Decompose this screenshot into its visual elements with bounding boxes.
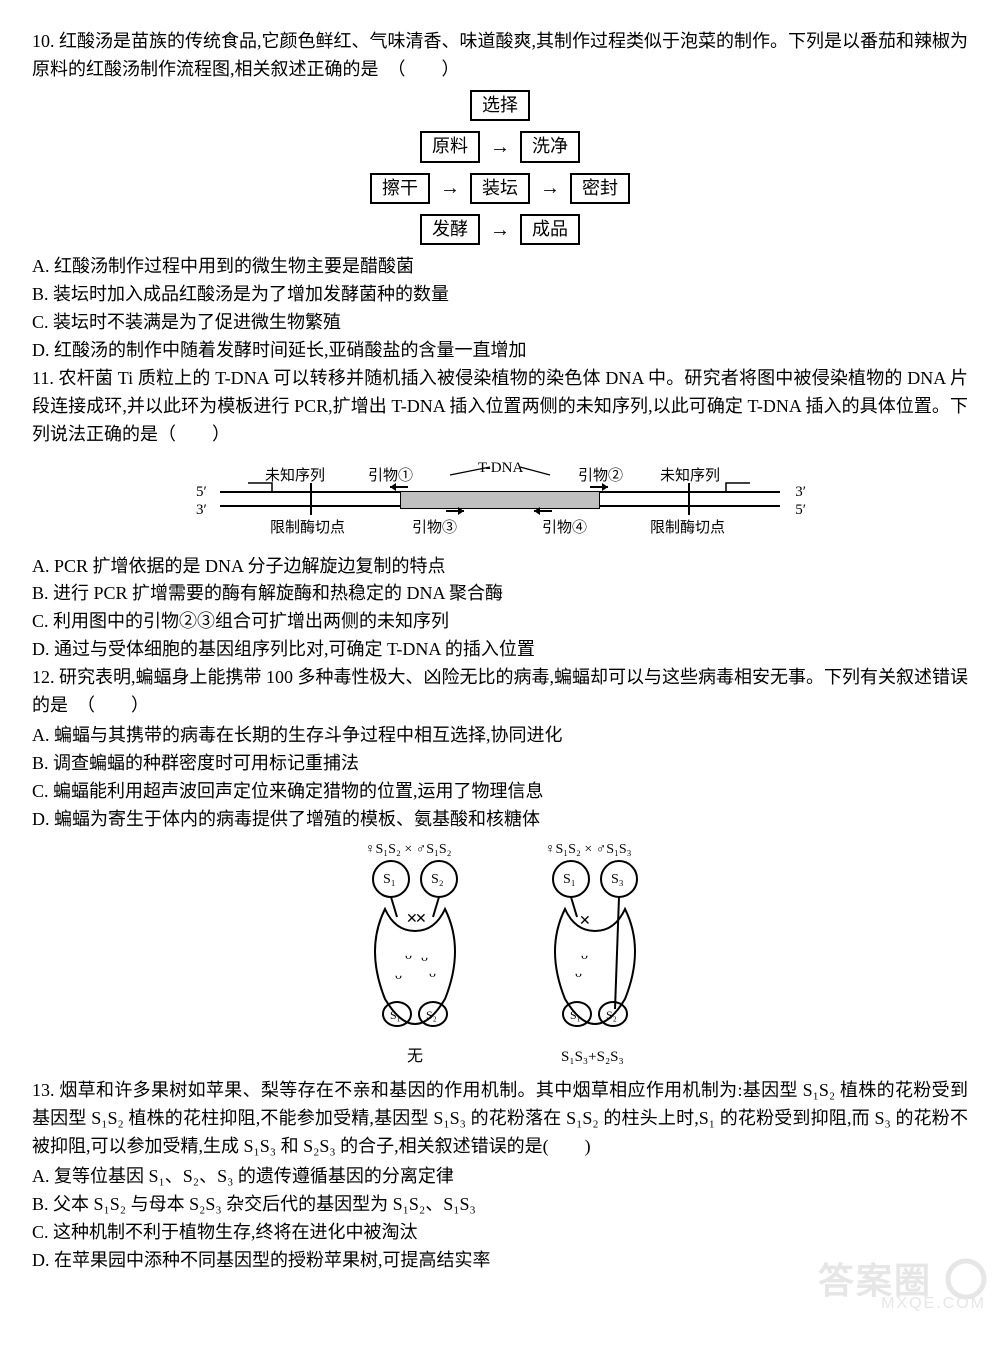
q13-option-a: A. 复等位基因 S₁、S₂、S₃ 的遗传遵循基因的分离定律	[32, 1163, 968, 1191]
label-cross-right: ♀S₁S₂ × ♂S₁S₃	[545, 842, 632, 857]
flow-box-dry: 擦干	[370, 173, 430, 204]
label-s1: S₁	[570, 1008, 581, 1022]
label-cross-left: ♀S₁S₂ × ♂S₁S₂	[365, 842, 452, 857]
svg-text:✕: ✕	[415, 912, 427, 927]
label-s2: S₂	[426, 1008, 437, 1022]
arrow-icon: →	[490, 220, 510, 240]
watermark-sub: MXQE.COM	[881, 1292, 986, 1317]
svg-text:ᴗ: ᴗ	[395, 968, 402, 983]
q11-dna-diagram: 5′ 3′ 3′ 5′ 未知序列 引物① T-DNA 引物② 未知序列 限制酶切…	[190, 455, 810, 545]
q13-stem: 13. 烟草和许多果树如苹果、梨等存在不亲和基因的作用机制。其中烟草相应作用机制…	[32, 1077, 968, 1161]
label-s3: S₃	[611, 872, 624, 887]
primer-arrows	[190, 455, 810, 545]
svg-text:ᴗ: ᴗ	[421, 950, 428, 965]
q10-flowchart: 选择 原料 → 洗净 擦干 → 装坛 → 密封 发酵 → 成品	[370, 90, 630, 246]
q12-option-d: D. 蝙蝠为寄生于体内的病毒提供了增殖的模板、氨基酸和核糖体	[32, 806, 968, 834]
q10-option-d: D. 红酸汤的制作中随着发酵时间延长,亚硝酸盐的含量一直增加	[32, 337, 968, 365]
q10-option-b: B. 装坛时加入成品红酸汤是为了增加发酵菌种的数量	[32, 281, 968, 309]
label-s1: S₁	[383, 872, 396, 887]
arrow-icon: →	[490, 137, 510, 157]
q11-option-a: A. PCR 扩增依据的是 DNA 分子边解旋边复制的特点	[32, 553, 968, 581]
arrow-icon: →	[440, 178, 460, 198]
q13-figure: ♀S₁S₂ × ♂S₁S₂ S₁ S₂ ✕ ✕ ᴗ ᴗ ᴗ ᴗ	[32, 839, 968, 1069]
q12-stem: 12. 研究表明,蝙蝠身上能携带 100 多种毒性极大、凶险无比的病毒,蝙蝠却可…	[32, 664, 968, 720]
q10-stem: 10. 红酸汤是苗族的传统食品,它颜色鲜红、气味清香、味道酸爽,其制作过程类似于…	[32, 28, 968, 84]
flow-box-wash: 洗净	[520, 131, 580, 162]
q10-option-c: C. 装坛时不装满是为了促进微生物繁殖	[32, 309, 968, 337]
q12-option-a: A. 蝙蝠与其携带的病毒在长期的生存斗争过程中相互选择,协同进化	[32, 722, 968, 750]
q13-option-b: B. 父本 S₁S₂ 与母本 S₂S₃ 杂交后代的基因型为 S₁S₂、S₁S₃	[32, 1191, 968, 1219]
svg-text:ᴗ: ᴗ	[581, 948, 588, 963]
svg-text:ᴗ: ᴗ	[405, 948, 412, 963]
q11-stem: 11. 农杆菌 Ti 质粒上的 T-DNA 可以转移并随机插入被侵染植物的染色体…	[32, 365, 968, 449]
label-s2: S₂	[606, 1008, 617, 1022]
flow-box-product: 成品	[520, 214, 580, 245]
q11-option-d: D. 通过与受体细胞的基因组序列比对,可确定 T-DNA 的插入位置	[32, 636, 968, 664]
q13-option-c: C. 这种机制不利于植物生存,终将在进化中被淘汰	[32, 1219, 968, 1247]
svg-text:ᴗ: ᴗ	[575, 966, 582, 981]
label-s1: S₁	[390, 1008, 401, 1022]
q11-option-c: C. 利用图中的引物②③组合可扩增出两侧的未知序列	[32, 608, 968, 636]
q11-option-b: B. 进行 PCR 扩增需要的酶有解旋酶和热稳定的 DNA 聚合酶	[32, 580, 968, 608]
q13-cross-diagram: ♀S₁S₂ × ♂S₁S₂ S₁ S₂ ✕ ✕ ᴗ ᴗ ᴗ ᴗ	[285, 839, 715, 1069]
arrow-icon: →	[540, 178, 560, 198]
label-s2: S₂	[431, 872, 444, 887]
flow-box-raw: 原料	[420, 131, 480, 162]
q10-option-a: A. 红酸汤制作过程中用到的微生物主要是醋酸菌	[32, 253, 968, 281]
flow-box-ferment: 发酵	[420, 214, 480, 245]
flow-box-seal: 密封	[570, 173, 630, 204]
label-none: 无	[407, 1048, 423, 1065]
q12-option-c: C. 蝙蝠能利用超声波回声定位来确定猎物的位置,运用了物理信息	[32, 778, 968, 806]
q11-figure: 5′ 3′ 3′ 5′ 未知序列 引物① T-DNA 引物② 未知序列 限制酶切…	[32, 455, 968, 545]
flow-box-select: 选择	[470, 90, 530, 121]
q13-option-d: D. 在苹果园中添种不同基因型的授粉苹果树,可提高结实率	[32, 1247, 968, 1275]
q10-figure: 选择 原料 → 洗净 擦干 → 装坛 → 密封 发酵 → 成品	[32, 90, 968, 246]
flow-box-jar: 装坛	[470, 173, 530, 204]
label-result-right: S₁S₃+S₂S₃	[561, 1049, 624, 1065]
label-s1: S₁	[563, 872, 576, 887]
q12-option-b: B. 调查蝙蝠的种群密度时可用标记重捕法	[32, 750, 968, 778]
svg-text:ᴗ: ᴗ	[429, 966, 436, 981]
